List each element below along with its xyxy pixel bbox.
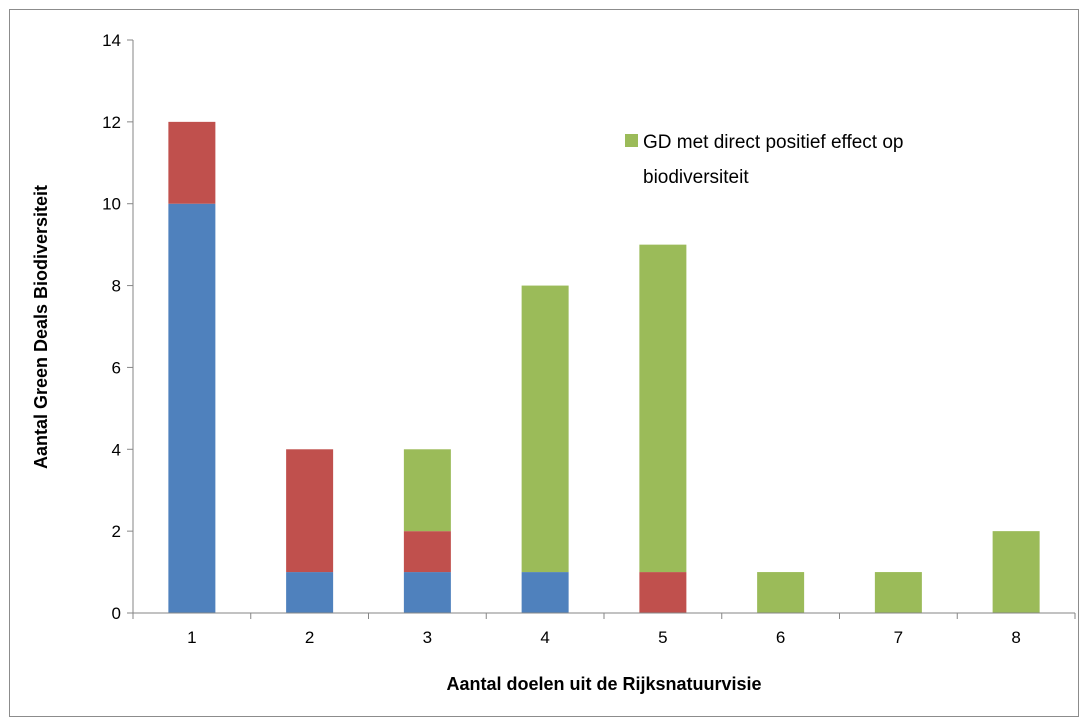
x-tick-label: 7 <box>894 628 903 647</box>
bar-segment-series-1-cat-1 <box>168 203 216 613</box>
y-ticks-group: 0 2 4 6 8 10 12 14 <box>102 31 133 623</box>
x-tick-label: 3 <box>423 628 432 647</box>
y-tick-label: 6 <box>112 358 121 377</box>
legend: GD met direct positief effect op biodive… <box>625 132 904 188</box>
bar-segment-series-3-cat-6 <box>757 572 805 613</box>
bar-segment-series-2-cat-2 <box>286 449 334 573</box>
y-axis-title: Aantal Green Deals Biodiversiteit <box>31 185 51 469</box>
y-tick-label: 14 <box>102 31 121 50</box>
legend-swatch <box>625 134 638 147</box>
y-tick-label: 0 <box>112 604 121 623</box>
x-tick-label: 5 <box>658 628 667 647</box>
x-tick-label: 1 <box>187 628 196 647</box>
y-tick-label: 4 <box>112 440 121 459</box>
bar-segment-series-2-cat-3 <box>403 531 451 573</box>
bar-segment-series-1-cat-3 <box>403 572 451 613</box>
x-tick-label: 8 <box>1011 628 1020 647</box>
bar-segment-series-3-cat-5 <box>639 244 687 573</box>
y-tick-label: 2 <box>112 522 121 541</box>
x-axis-title: Aantal doelen uit de Rijksnatuurvisie <box>446 674 761 694</box>
y-tick-label: 10 <box>102 195 121 214</box>
bar-segment-series-1-cat-4 <box>521 572 569 613</box>
bar-segment-series-2-cat-1 <box>168 121 216 204</box>
y-tick-label: 8 <box>112 277 121 296</box>
x-ticks-group: 1 2 3 4 5 6 7 8 <box>132 613 1076 647</box>
x-tick-label: 4 <box>540 628 549 647</box>
bar-segment-series-1-cat-2 <box>286 572 334 613</box>
bars-group <box>168 121 1040 613</box>
legend-label-line-1: GD met direct positief effect op <box>643 132 904 153</box>
legend-label-line-2: biodiversiteit <box>643 167 749 188</box>
bar-segment-series-3-cat-8 <box>992 531 1040 613</box>
bar-segment-series-2-cat-5 <box>639 572 687 613</box>
bar-segment-series-3-cat-4 <box>521 285 569 573</box>
x-tick-label: 6 <box>776 628 785 647</box>
y-tick-label: 12 <box>102 113 121 132</box>
bar-segment-series-3-cat-7 <box>874 572 922 613</box>
x-tick-label: 2 <box>305 628 314 647</box>
bar-segment-series-3-cat-3 <box>403 449 451 532</box>
